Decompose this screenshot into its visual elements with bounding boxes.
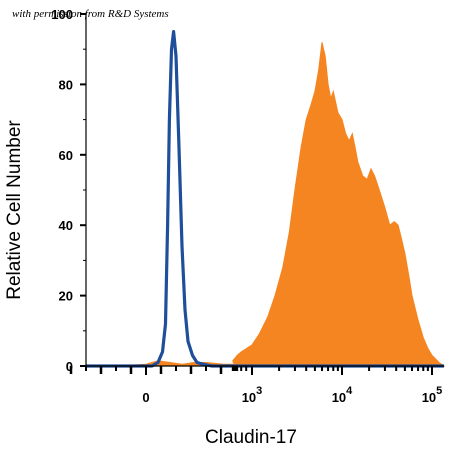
y-tick-label: 100: [51, 7, 73, 22]
x-tick-label: 104: [332, 385, 353, 405]
watermark-text: with permission from R&D Systems: [12, 8, 169, 20]
y-axis-ticks: 0 20 40 60 80 100: [51, 7, 86, 374]
x-axis-title: Claudin-17: [205, 427, 297, 448]
plot-series: [86, 30, 446, 368]
x-tick-label: 0: [142, 390, 149, 405]
x-axis-ticks: 0 103 104 105: [69, 366, 443, 405]
y-tick-label: 80: [59, 77, 73, 92]
y-tick-label: 0: [66, 359, 73, 374]
y-tick-label: 40: [59, 218, 73, 233]
y-tick-label: 60: [59, 148, 73, 163]
x-tick-label: 103: [242, 385, 263, 405]
y-axis-title: Relative Cell Number: [4, 120, 25, 300]
y-tick-label: 20: [59, 289, 73, 304]
x-tick-label: 105: [422, 385, 443, 405]
stained-histogram-area: [86, 42, 446, 367]
